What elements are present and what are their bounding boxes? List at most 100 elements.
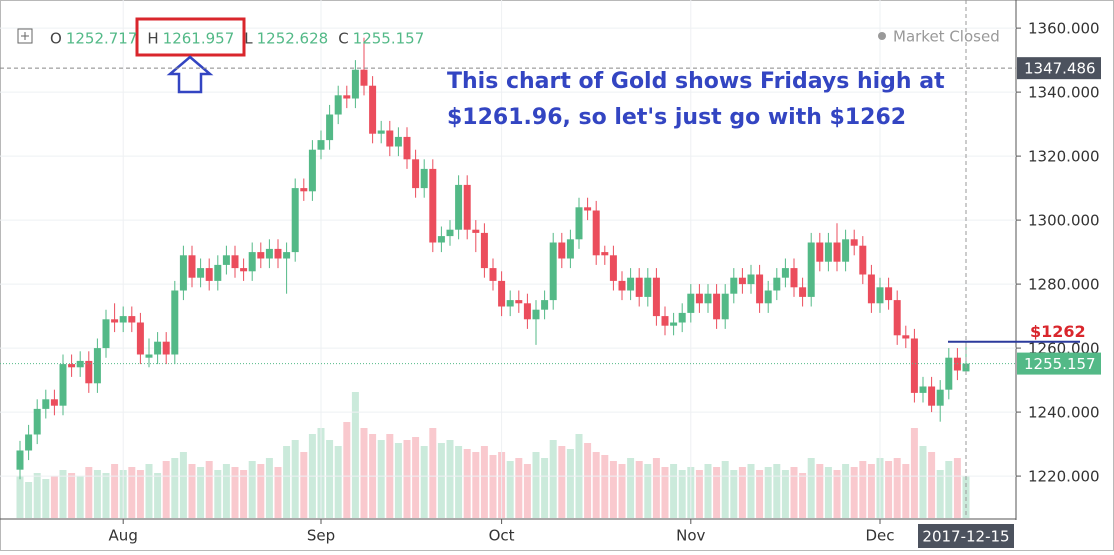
volume-bar [652,458,660,518]
volume-bar [558,446,566,518]
volume-bar [953,458,961,518]
volume-bar [472,452,480,518]
candle-body [876,287,884,304]
y-tick-label: 1280.000 [1028,276,1100,294]
candle-body [283,252,291,259]
candle-body [326,114,334,141]
volume-bar [300,452,308,518]
volume-bar [248,461,256,518]
last-price-tag [1017,352,1101,375]
volume-bar [334,446,342,518]
up-arrow [166,55,214,94]
volume-bar [584,443,592,518]
volume-bar [910,428,918,518]
volume-bar [463,449,471,518]
candle-body [222,255,230,265]
ohlc-value: 1255.157 [353,30,425,48]
volume-bar [85,467,93,518]
volume-bar [136,470,144,518]
x-tick-label: Dec [865,527,894,545]
volume-bar [205,461,213,518]
candle-body [50,399,58,406]
volume-bar [42,479,50,518]
candle-body [446,229,454,237]
volume-bar [231,467,239,518]
volume-bar [455,446,463,518]
volume-bar [33,473,41,518]
candle-body [403,136,411,160]
crosshair-tag [1017,57,1101,80]
candle-body [953,357,961,371]
volume-bar [885,461,893,518]
ohlc-key: L [244,30,253,48]
candle-body [85,360,93,384]
candle-body [16,450,24,470]
candle-body [498,280,506,307]
volume-bar [25,482,33,518]
candle-body [360,69,368,86]
candle-body [799,287,807,297]
candle-body [807,242,815,297]
candle-body [437,236,445,243]
candle-body [369,85,377,134]
volume-bar [730,470,738,518]
candle-body [885,287,893,301]
volume-bar [747,464,755,518]
ohlc-key: C [338,30,348,48]
candle-body [171,290,179,355]
candle-body [308,149,316,192]
candle-body [429,168,437,243]
ohlc-key: H [147,30,158,48]
candle-body [644,277,652,297]
candle-body [463,184,471,230]
candle-layer [16,37,970,480]
volume-bar [188,464,196,518]
volume-bar [781,470,789,518]
volume-bar [592,452,600,518]
expand-icon-plus [21,32,29,40]
volume-bar [756,470,764,518]
candle-body [162,341,170,355]
volume-bar [377,440,385,518]
candle-body [506,300,514,307]
candle-body [119,316,127,323]
volume-bar [179,452,187,518]
candle-body [541,300,549,310]
volume-bar [790,467,798,518]
volume-bar [265,458,273,518]
candle-body [111,319,119,323]
candle-body [713,293,721,320]
volume-bar [919,446,927,518]
volume-bar [326,440,334,518]
volume-bar [549,440,557,518]
candle-body [816,242,824,262]
candle-body [136,322,144,355]
volume-bar [154,473,162,518]
volume-bar [678,470,686,518]
candle-body [945,357,953,390]
candle-body [343,95,351,99]
volume-bar [257,464,265,518]
candle-body [93,348,101,384]
candle-body [42,399,50,409]
candle-body [205,268,213,281]
candle-body [317,140,325,150]
volume-bar [842,464,850,518]
volume-bar [644,464,652,518]
candle-body [274,248,282,259]
candle-body [394,136,402,147]
candle-body [334,95,342,115]
volume-bar [222,464,230,518]
candle-body [248,252,256,272]
highlight-box [135,17,246,57]
candle-body [592,210,600,256]
volume-bar [859,461,867,518]
candle-body [68,364,76,368]
volume-bar [713,467,721,518]
volume-bar [240,470,248,518]
candle-body [902,335,910,339]
candle-body [240,268,248,272]
volume-bar [609,461,617,518]
volume-bar [824,467,832,518]
x-tick-label: Oct [489,527,515,545]
